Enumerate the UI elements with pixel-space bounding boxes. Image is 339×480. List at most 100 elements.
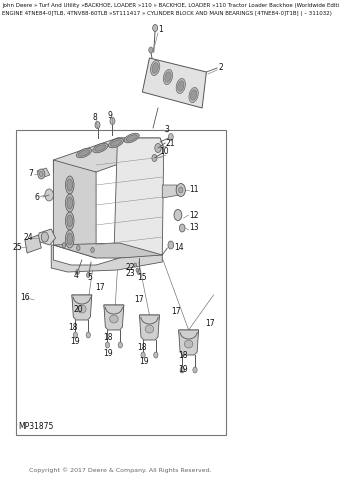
Polygon shape [51,245,162,272]
Text: 17: 17 [171,308,181,316]
Circle shape [38,169,45,179]
Text: 25: 25 [13,243,23,252]
Ellipse shape [78,305,86,313]
Ellipse shape [176,78,185,94]
Polygon shape [53,243,162,258]
Circle shape [110,118,115,124]
Ellipse shape [67,233,73,245]
Circle shape [153,24,158,32]
Text: John Deere » Turf And Utility »BACKHOE, LOADER »110 » BACKHOE, LOADER »110 Tract: John Deere » Turf And Utility »BACKHOE, … [2,3,339,8]
Ellipse shape [65,212,74,230]
Text: 18: 18 [138,344,147,352]
Ellipse shape [93,143,108,153]
Circle shape [73,332,78,338]
Ellipse shape [108,138,124,148]
Polygon shape [142,58,206,108]
Polygon shape [139,315,159,340]
Text: 17: 17 [95,284,104,292]
Ellipse shape [189,87,198,103]
Text: 13: 13 [189,224,198,232]
Text: 8: 8 [92,113,97,122]
Polygon shape [162,185,179,198]
Text: 12: 12 [189,211,198,219]
Polygon shape [53,160,96,258]
Text: 15: 15 [138,274,147,283]
Text: ENGINE 4TNE84-0]TLB, 4TNV88-60TLB »ST111417 » CYLINDER BLOCK AND MAIN BEARINGS [: ENGINE 4TNE84-0]TLB, 4TNV88-60TLB »ST111… [2,11,332,16]
Text: 6: 6 [35,192,39,202]
Text: 19: 19 [103,348,113,358]
Text: 7: 7 [28,169,33,179]
Text: 3: 3 [165,125,170,134]
Circle shape [179,187,183,193]
Ellipse shape [65,230,74,248]
Text: 9: 9 [108,110,113,120]
Text: 22: 22 [125,264,135,273]
Text: 21: 21 [165,139,175,147]
Ellipse shape [165,72,171,82]
Circle shape [91,248,94,252]
Ellipse shape [109,315,118,323]
Circle shape [136,268,139,272]
Circle shape [76,269,79,275]
Circle shape [176,183,185,196]
Circle shape [45,189,53,201]
Circle shape [179,224,185,232]
Ellipse shape [184,340,193,348]
Text: 10: 10 [159,147,168,156]
Text: 19: 19 [139,358,148,367]
Polygon shape [179,330,199,340]
Circle shape [168,133,173,141]
Circle shape [174,209,182,220]
Text: 14: 14 [175,243,184,252]
Text: 18: 18 [178,350,188,360]
Circle shape [155,144,161,153]
Polygon shape [37,229,56,245]
Circle shape [41,232,48,242]
Ellipse shape [67,215,73,227]
Text: 18: 18 [103,334,113,343]
Circle shape [77,245,80,251]
Circle shape [95,121,100,129]
Ellipse shape [67,197,73,209]
Circle shape [134,263,137,267]
Ellipse shape [126,135,137,141]
Circle shape [118,342,122,348]
Polygon shape [53,138,164,172]
Ellipse shape [111,140,121,146]
Ellipse shape [178,81,184,91]
Polygon shape [179,330,199,355]
Circle shape [154,352,158,358]
Text: 16: 16 [20,293,30,302]
Circle shape [62,242,66,248]
Ellipse shape [65,194,74,212]
Circle shape [180,367,184,373]
Text: 5: 5 [87,274,92,283]
Circle shape [152,155,157,161]
Circle shape [193,367,197,373]
Text: 18: 18 [68,324,78,333]
Polygon shape [104,305,124,330]
Text: 2: 2 [219,63,224,72]
Ellipse shape [76,148,92,158]
Circle shape [86,273,90,277]
Ellipse shape [124,133,139,143]
Circle shape [86,332,91,338]
Ellipse shape [163,70,173,84]
Polygon shape [25,235,41,253]
Ellipse shape [78,150,89,156]
Text: 19: 19 [178,365,188,374]
Polygon shape [139,315,159,325]
Circle shape [149,47,153,53]
Text: 4: 4 [74,272,79,280]
Text: 1: 1 [158,25,162,35]
Polygon shape [37,168,50,178]
Text: MP31875: MP31875 [19,422,54,431]
Text: 23: 23 [125,269,135,278]
Circle shape [105,342,109,348]
Text: 20: 20 [74,305,83,314]
Text: 17: 17 [205,319,215,327]
Text: 11: 11 [189,185,198,194]
Circle shape [137,269,141,275]
Text: 19: 19 [71,337,80,347]
Bar [16,130,226,435]
